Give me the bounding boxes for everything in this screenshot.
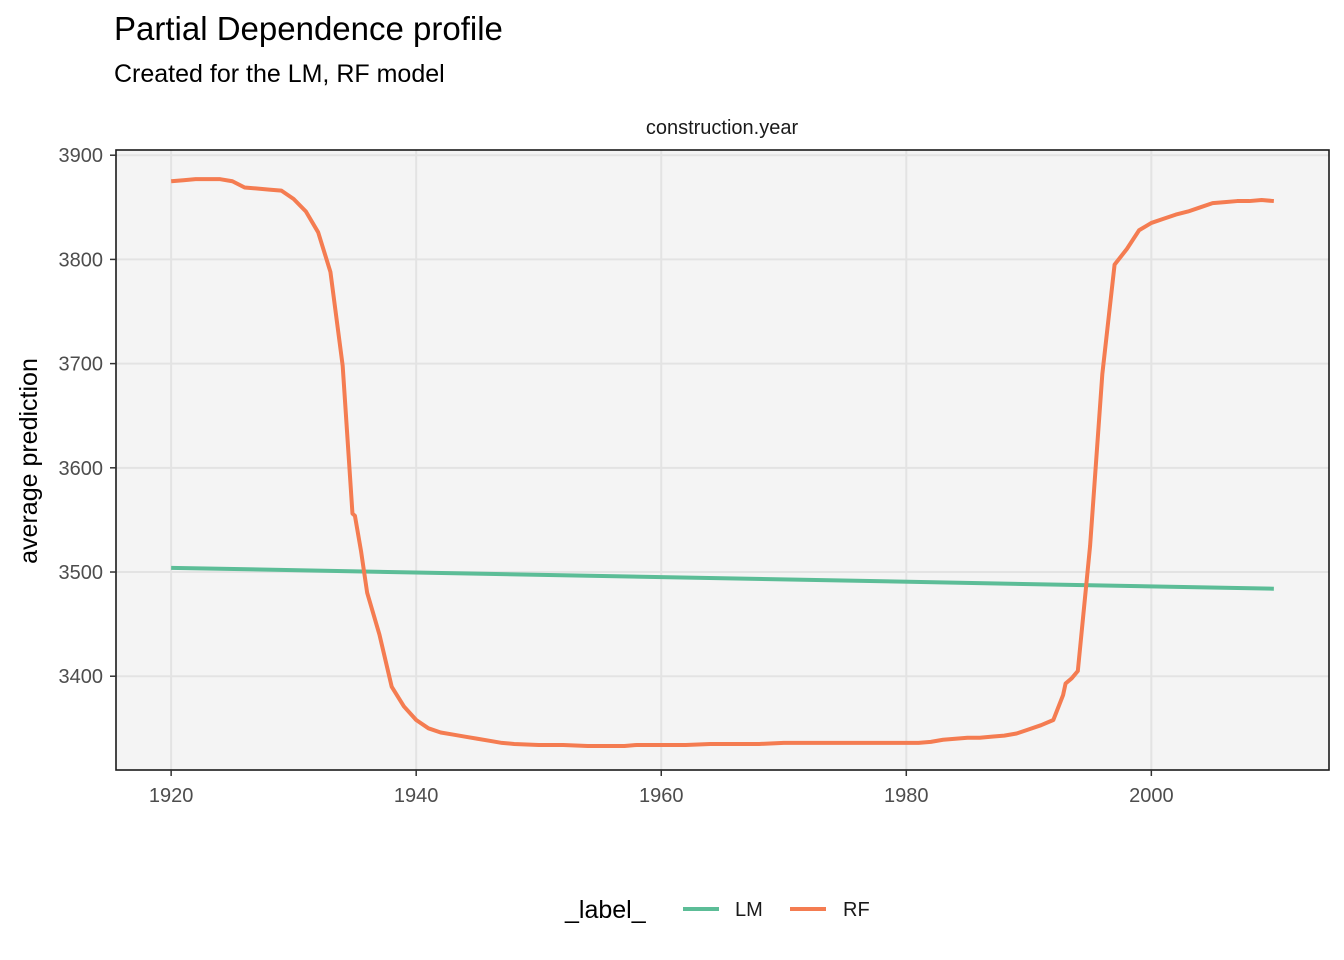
facet-strip-label: construction.year [646,117,799,139]
y-axis-ticks: 3400 3500 3600 3700 3800 3900 [59,145,116,688]
chart-subtitle: Created for the LM, RF model [114,60,445,88]
y-tick-label: 3900 [59,145,104,167]
series-line-lm [171,565,1274,591]
legend-title: _label_ [564,896,647,924]
x-tick-label: 2000 [1129,785,1174,807]
plot-panel [116,150,1329,770]
y-tick-label: 3500 [59,562,104,584]
y-axis-label: average prediction [15,358,43,564]
gridlines [116,150,1329,770]
x-tick-label: 1940 [394,785,439,807]
y-tick-label: 3400 [59,666,104,688]
series-line-rf [170,177,1275,749]
plot-panel-border [115,149,1330,771]
y-tick-label: 3600 [59,458,104,480]
chart-title: Partial Dependence profile [114,10,503,47]
series-lines [170,177,1275,749]
legend-label-lm: LM [735,899,763,921]
x-axis-ticks: 1920 1940 1960 1980 2000 [149,770,1174,807]
x-tick-label: 1960 [639,785,684,807]
y-tick-label: 3800 [59,249,104,271]
legend: _label_ LM RF [564,896,870,924]
y-tick-label: 3700 [59,354,104,376]
x-tick-label: 1920 [149,785,194,807]
x-tick-label: 1980 [884,785,929,807]
legend-label-rf: RF [843,899,870,921]
